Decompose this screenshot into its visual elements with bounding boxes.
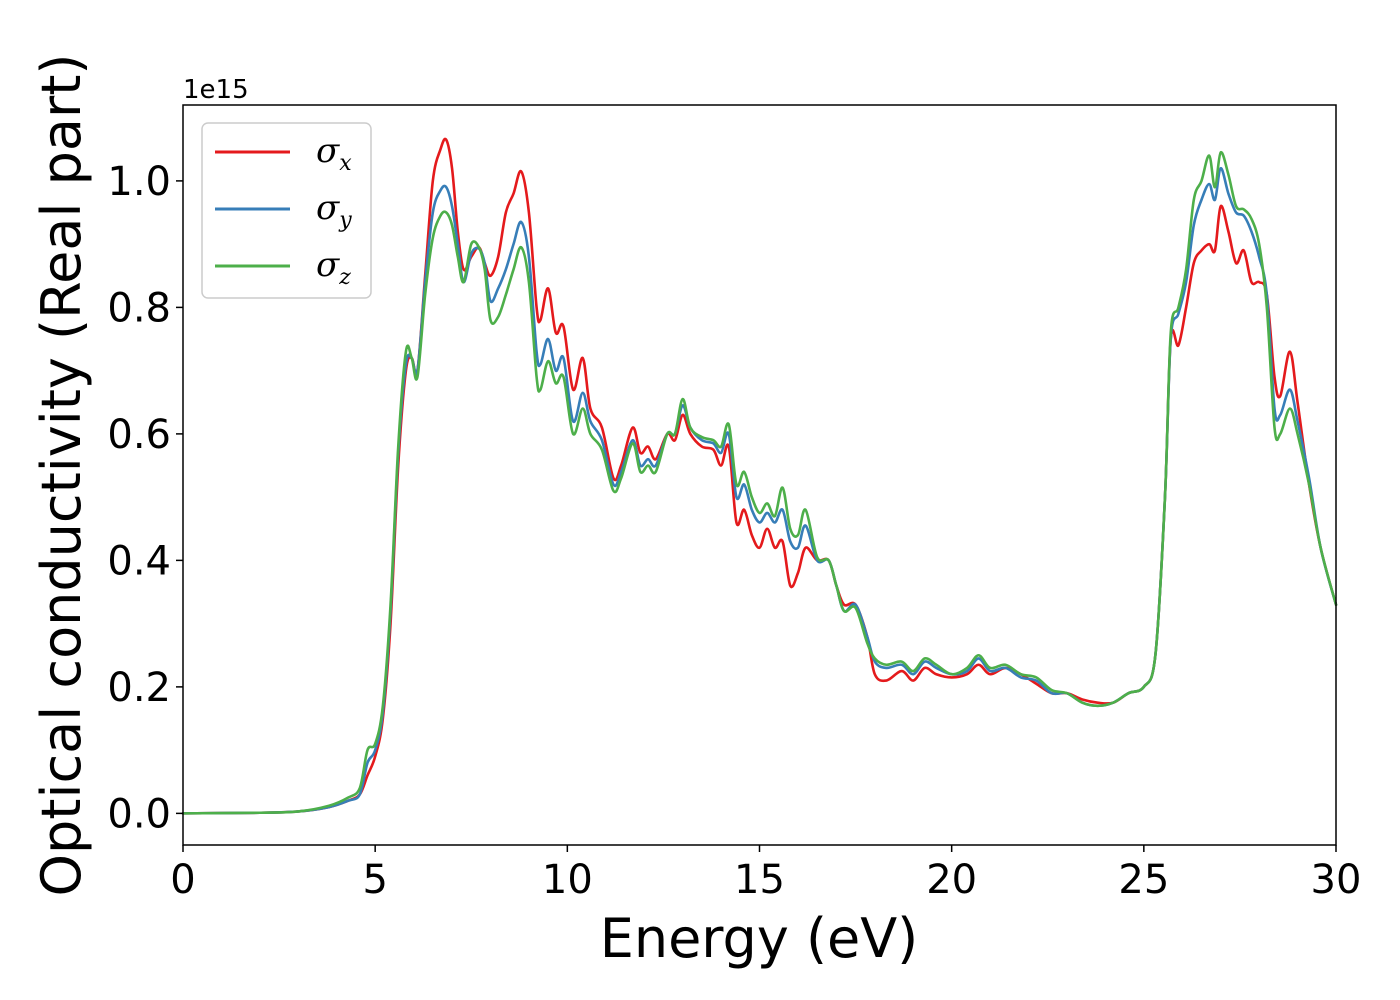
series-line-z bbox=[181, 151, 1338, 815]
y-tick-label: 0.2 bbox=[107, 665, 171, 711]
y-offset-label: 1e15 bbox=[183, 75, 249, 105]
legend-label-x: σx bbox=[316, 131, 352, 176]
x-tick-label: 25 bbox=[1118, 857, 1169, 903]
y-tick-label: 0.6 bbox=[107, 412, 171, 458]
y-tick-label: 0.4 bbox=[107, 538, 171, 584]
x-tick-label: 10 bbox=[542, 857, 593, 903]
x-tick-label: 15 bbox=[734, 857, 785, 903]
y-tick-label: 0.0 bbox=[107, 791, 171, 837]
legend: σx σy σz bbox=[201, 122, 372, 299]
legend-label-z: σz bbox=[316, 245, 351, 290]
legend-label-y: σy bbox=[316, 188, 352, 233]
series-line-y bbox=[181, 166, 1338, 815]
series-line-x bbox=[181, 137, 1338, 815]
x-tick-label: 30 bbox=[1311, 857, 1362, 903]
x-tick-label: 20 bbox=[926, 857, 977, 903]
y-axis-ticks: 0.0 0.2 0.4 0.6 0.8 1.0 bbox=[107, 159, 183, 837]
plot-lines bbox=[181, 137, 1338, 815]
x-axis-label: Energy (eV) bbox=[600, 907, 919, 970]
y-axis-label: Optical conductivity (Real part) bbox=[30, 54, 93, 897]
x-axis-ticks: 0 5 10 15 20 25 30 bbox=[170, 845, 1361, 903]
y-tick-label: 0.8 bbox=[107, 285, 171, 331]
y-tick-label: 1.0 bbox=[107, 159, 171, 205]
x-tick-label: 0 bbox=[170, 857, 195, 903]
x-tick-label: 5 bbox=[362, 857, 387, 903]
